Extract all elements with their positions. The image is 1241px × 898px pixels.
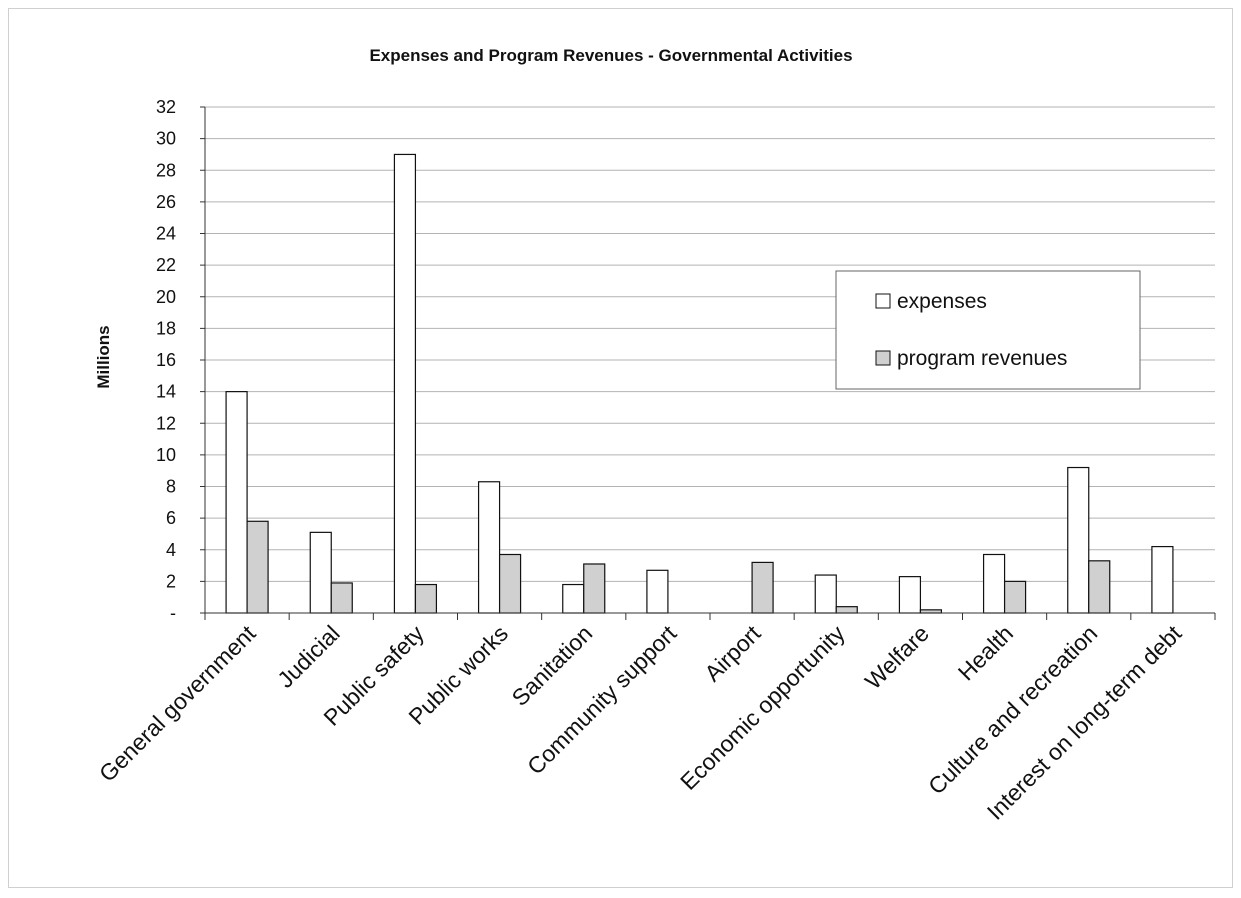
- legend-label-expenses: expenses: [897, 290, 987, 313]
- y-tick-label: 28: [156, 160, 176, 180]
- y-tick-label: 6: [166, 508, 176, 528]
- y-tick-label: 18: [156, 318, 176, 338]
- x-category-label: Culture and recreation: [923, 620, 1102, 799]
- bar-expenses: [898, 576, 922, 614]
- bar-program-revenues: [414, 583, 438, 614]
- y-tick-label: 12: [156, 413, 176, 433]
- bar-program-revenues: [583, 563, 606, 614]
- x-category-label: Airport: [699, 620, 766, 687]
- axes: [204, 107, 1216, 620]
- y-tick-label: 10: [156, 445, 176, 465]
- bar-program-revenues: [751, 561, 774, 614]
- bar-expenses: [477, 481, 501, 614]
- bars: [225, 153, 1174, 614]
- bar-program-revenues: [1003, 580, 1027, 614]
- legend-box: [835, 270, 1141, 390]
- y-tick-label: -: [170, 603, 176, 623]
- bar-expenses: [982, 553, 1006, 614]
- y-tick-label: 26: [156, 192, 176, 212]
- y-tick-label: 20: [156, 287, 176, 307]
- bar-expenses: [393, 153, 417, 614]
- y-tick-label: 8: [166, 477, 176, 497]
- bar-expenses: [562, 583, 585, 614]
- bar-expenses: [1067, 466, 1090, 614]
- y-tick-label: 32: [156, 97, 176, 117]
- y-tick-label: 2: [166, 571, 176, 591]
- y-tick-label: 16: [156, 350, 176, 370]
- bar-program-revenues: [330, 582, 353, 614]
- bar-program-revenues: [835, 606, 858, 614]
- x-category-label: Health: [953, 620, 1018, 685]
- x-category-label: Economic opportunity: [675, 620, 850, 795]
- y-tick-label: 4: [166, 540, 176, 560]
- chart-title: Expenses and Program Revenues - Governme…: [369, 46, 852, 65]
- y-tick-label: 24: [156, 224, 176, 244]
- legend-swatch-program-revenues: [875, 350, 891, 366]
- legend-label-program-revenues: program revenues: [897, 347, 1067, 370]
- y-axis-label: Millions: [94, 325, 113, 388]
- x-category-label: Judicial: [272, 620, 345, 693]
- x-category-label: Welfare: [860, 620, 934, 694]
- bar-expenses: [814, 574, 837, 614]
- bar-program-revenues: [498, 553, 522, 614]
- x-category-label: General government: [94, 620, 261, 787]
- x-category-label: Community support: [522, 620, 682, 780]
- x-category-label: Sanitation: [507, 620, 598, 711]
- bar-program-revenues: [1088, 560, 1111, 614]
- bar-expenses: [309, 531, 332, 614]
- legend-swatch-expenses: [875, 293, 891, 309]
- bar-expenses: [1151, 545, 1174, 614]
- y-tick-label: 22: [156, 255, 176, 275]
- y-tick-label: 14: [156, 382, 176, 402]
- bar-expenses: [646, 569, 669, 614]
- legend: expenses program revenues: [835, 270, 1141, 390]
- y-tick-label: 30: [156, 129, 176, 149]
- chart-frame: [8, 8, 1233, 888]
- bar-expenses: [225, 391, 248, 614]
- gridlines: [205, 106, 1215, 582]
- bar-program-revenues: [246, 520, 269, 614]
